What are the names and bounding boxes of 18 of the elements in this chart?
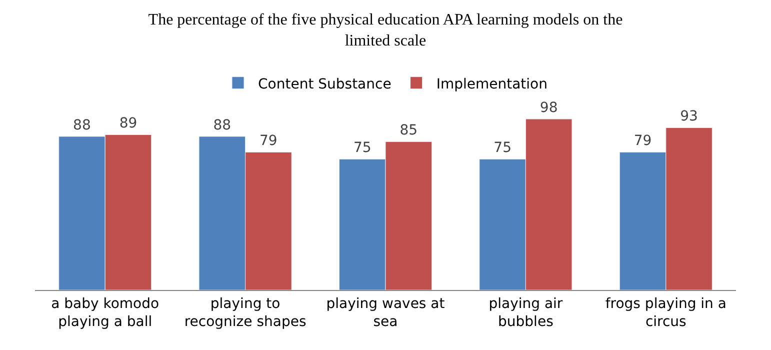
x-tick-label: a baby komodo playing a ball [51,296,160,330]
data-label: 75 [494,140,512,156]
data-label: 85 [400,122,418,139]
x-tick-label: playing to recognize shapes [184,296,306,330]
legend-label: Implementation [436,76,548,92]
data-label: 98 [540,100,558,116]
data-label: 88 [213,117,232,134]
x-tick-label: playing waves at sea [326,296,446,330]
data-label: 89 [119,116,138,132]
chart-title: The percentage of the five physical education APA learning models on the limited scale [148,12,623,50]
legend-label: Content Substance [258,76,392,92]
data-label: 88 [73,117,91,134]
data-label: 79 [260,133,278,150]
x-tick-label: frogs playing in a circus [605,296,726,330]
data-label: 79 [634,133,652,150]
data-label: 75 [353,140,372,156]
data-label: 93 [680,108,698,125]
x-tick-label: playing air bubbles [488,296,563,330]
